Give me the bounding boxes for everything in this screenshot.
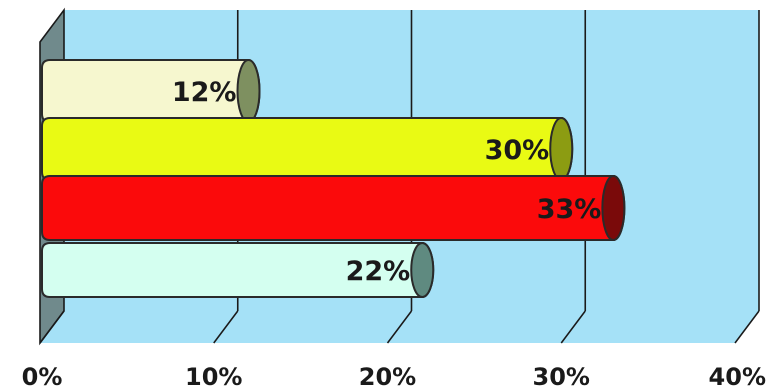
- floor-gridline: [213, 310, 239, 344]
- bar: 30%: [41, 117, 574, 181]
- bar-cap: [549, 117, 574, 181]
- bar-cap: [410, 242, 435, 298]
- bar: 22%: [41, 242, 435, 298]
- bar: 12%: [41, 59, 261, 123]
- x-tick-label: 10%: [185, 363, 242, 391]
- data-label: 33%: [537, 194, 602, 225]
- x-tick-labels: 0% 10% 20% 30% 40%: [22, 363, 766, 391]
- data-label: 30%: [485, 135, 550, 166]
- data-label: 22%: [346, 256, 411, 287]
- x-tick-label: 20%: [359, 363, 416, 391]
- data-label: 12%: [172, 77, 237, 108]
- floor-gridline: [734, 310, 760, 344]
- floor-gridline: [560, 310, 586, 344]
- bars: 12% 30% 33% 22%: [41, 59, 626, 298]
- bar-cap: [236, 59, 261, 123]
- x-tick-label: 0%: [22, 363, 63, 391]
- floor-gridline: [386, 310, 413, 344]
- floor-gridline: [39, 310, 65, 344]
- bar: 33%: [41, 175, 626, 241]
- x-tick-label: 40%: [709, 363, 766, 391]
- x-tick-label: 30%: [533, 363, 590, 391]
- bar-cap: [601, 175, 626, 241]
